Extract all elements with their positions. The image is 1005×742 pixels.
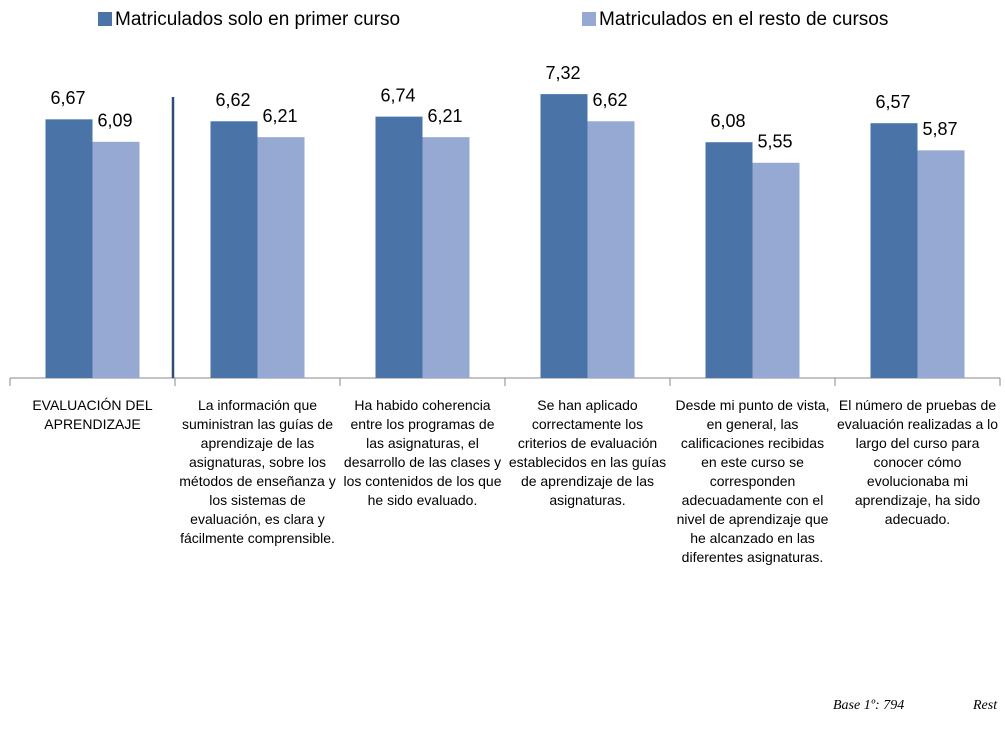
- legend-swatch: [582, 12, 596, 26]
- bar: [705, 142, 753, 378]
- x-tick-label: EVALUACIÓN DEL APRENDIZAJE: [32, 397, 153, 432]
- footnote: Base 1º: 794: [833, 698, 905, 713]
- data-label: 7,32: [545, 63, 580, 83]
- bar: [210, 121, 258, 379]
- data-label: 6,74: [380, 85, 415, 105]
- legend-label: Matriculados solo en primer curso: [115, 9, 400, 30]
- data-label: 6,62: [215, 90, 250, 110]
- bar: [257, 137, 305, 378]
- x-tick-label: Desde mi punto de vista, en general, las…: [675, 397, 830, 565]
- data-label: 6,08: [710, 111, 745, 131]
- x-tick-label: Ha habido coherencia entre los programas…: [343, 397, 502, 508]
- data-label: 6,09: [97, 111, 132, 131]
- data-label: 6,21: [262, 106, 297, 126]
- data-label: 6,62: [592, 90, 627, 110]
- data-label: 6,67: [50, 88, 85, 108]
- bar: [422, 137, 470, 378]
- bar: [752, 162, 800, 378]
- bar: [375, 116, 423, 379]
- x-tick-label: Se han aplicado correctamente los criter…: [508, 397, 667, 508]
- legend-label: Matriculados en el resto de cursos: [599, 9, 888, 30]
- data-label: 5,87: [922, 119, 957, 139]
- bar: [917, 150, 965, 378]
- bar: [540, 94, 588, 378]
- data-label: 6,57: [875, 92, 910, 112]
- data-label: 5,55: [757, 132, 792, 152]
- bar: [45, 119, 93, 379]
- bar: [92, 141, 140, 378]
- bar: [870, 123, 918, 379]
- x-tick-label: La información que suministran las guías…: [179, 397, 336, 546]
- x-tick-label: El número de pruebas de evaluación reali…: [836, 397, 999, 527]
- data-label: 6,21: [427, 106, 462, 126]
- footnote: Rest: [973, 698, 998, 713]
- legend-swatch: [98, 12, 112, 26]
- bar: [587, 121, 635, 379]
